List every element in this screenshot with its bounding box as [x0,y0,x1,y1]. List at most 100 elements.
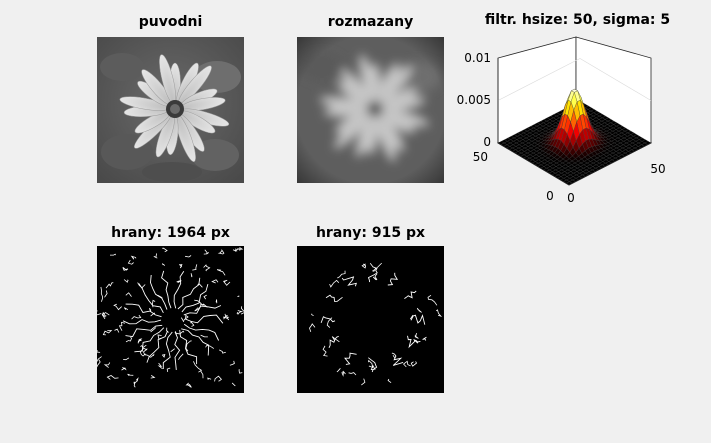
edges-original-edge-fragment-51 [166,327,169,333]
original-image-title: puvodni [138,14,203,30]
edges-original-petal-edge-1 [183,323,220,341]
filter-surface-plot: 0 0.005 0.01 50 0 0 50 [455,30,711,210]
edges-blurred-edge-fragment-25 [361,263,367,269]
edges-original-edge-fragment-31 [157,294,163,299]
blurred-flower-image [297,37,444,183]
edges-blurred-edge-fragment-9 [337,270,346,279]
edges-original-edge-fragment-4 [105,282,114,289]
edges-blurred-petal-edge-11 [404,290,417,299]
edges-blurred-edge-fragment-3 [392,354,396,359]
edges-original-petal-edge-5 [162,331,173,369]
edges-original-edge-fragment-78 [224,313,230,319]
edges-blurred-edge-fragment-18 [417,307,422,313]
edges-original-edge-fragment-87 [139,347,148,357]
edges-original-edge-fragment-9 [223,315,230,321]
edges-original-edge-fragment-43 [121,367,127,371]
edges-original-edge-fragment-32 [100,286,103,302]
z-grid-line-0 [497,58,652,101]
edges-original-edge-fragment-85 [200,370,204,379]
edges-blurred-edge-fragment-4 [341,370,346,377]
front-edge-right [568,142,652,186]
edges-original-petal-edge-12 [150,274,168,310]
edges-original-edge-fragment-41 [127,259,134,265]
edges-original-edge-fragment-5 [232,248,240,252]
edges-blurred-edge-fragment-13 [414,333,419,339]
edges-original-edge-fragment-80 [130,255,137,260]
edges-blurred-edge-fragment-0 [348,372,357,376]
edges-original-edge-fragment-40 [207,377,212,380]
edges-original-edge-fragment-54 [162,247,168,253]
edges-original-edge-fragment-39 [211,279,219,284]
edges-blurred-petal-edge-7 [325,294,343,302]
edges-original-edge-fragment-75 [149,307,152,313]
edges-original-edge-fragment-73 [166,367,171,372]
edges-original-edge-fragment-23 [219,349,226,354]
edges-original-edge-fragment-12 [185,255,192,258]
edges-original-edge-fragment-64 [161,262,166,266]
edges-original-edge-fragment-62 [150,375,156,379]
edges-original-edge-fragment-82 [118,321,126,331]
edges-original-petal-edge-7 [134,327,165,353]
edges-original-petal-edge-6 [146,330,169,363]
edges-original-edge-fragment-8 [102,330,113,336]
edges-original-petal-edge-11 [138,283,164,314]
edges-original-edge-fragment-20 [122,266,129,271]
edges-original-petal-edge-16 [181,283,209,313]
edges-original-edge-fragment-57 [123,357,130,361]
edges-blurred-edge-fragment-14 [409,314,414,320]
edges-original-edge-fragment-77 [123,279,129,283]
edges-original-edge-fragment-22 [114,328,120,333]
edges-blurred-edge-fragment-15 [361,378,366,386]
edges-original-petal-edge-3 [179,329,198,365]
edges-original-petal-edge-10 [125,303,162,318]
edges-original-edge-fragment-26 [133,381,136,388]
z-tick-label-1: 0.005 [457,93,491,107]
edges-original-title: hrany: 1964 px [111,225,230,241]
edges-original-edge-fragment-69 [178,263,183,269]
edges-original-edge-fragment-7 [133,377,139,385]
edges-original-petal-edge-17 [183,305,222,316]
y-tick-label-0: 0 [546,189,554,203]
edges-blurred-edge-fragment-19 [329,279,340,288]
edges-original-edge-fragment-28 [151,299,156,308]
edges-original-edge-fragment-49 [175,330,185,336]
edges-blurred-petal-edge-6 [320,316,336,324]
y-tick-label-50: 50 [473,150,488,164]
edges-original-edge-fragment-13 [161,353,166,358]
edges-blurred-title: hrany: 915 px [315,225,426,241]
edges-blurred-edge-fragment-5 [368,359,374,369]
edges-original-edge-fragment-83 [237,246,244,251]
edges-original-edge-fragment-17 [240,306,244,315]
edges-original-edge-fragment-45 [223,279,231,286]
edges-blurred-edge-fragment-27 [372,262,382,272]
front-edge-left [497,142,570,186]
edges-original-edge-fragment-34 [106,375,119,380]
edges-original-edge-fragment-68 [183,314,189,321]
edges-original-edge-fragment-37 [203,264,211,272]
edges-original-edge-fragment-86 [237,295,240,297]
edges-blurred-edge-fragment-1 [403,360,411,368]
edges-original-edge-fragment-79 [104,290,108,298]
edges-blurred-petal-edge-4 [344,352,357,365]
edges-original-edge-fragment-59 [97,359,101,368]
edges-original-petal-edge-14 [173,270,185,309]
edges-original-edge-fragment-76 [97,356,102,362]
edges-blurred-edge-fragment-10 [370,364,376,371]
edges-original-edge-fragment-29 [205,344,215,349]
edges-original-image [97,246,244,393]
edges-original-edge-fragment-63 [216,269,226,276]
edges-original-edge-fragment-58 [131,314,142,320]
edges-blurred-edge-fragment-22 [427,294,438,306]
edges-original-edge-fragment-10 [113,303,122,311]
edges-original-edge-fragment-84 [125,336,133,343]
edges-original-edge-fragment-60 [203,294,207,300]
edges-original-edge-fragment-72 [153,253,158,259]
edges-blurred-edge-fragment-23 [326,317,333,328]
edges-original-petal-edge-9 [122,319,162,325]
edges-original-graphic [97,246,244,388]
edges-original-edge-fragment-74 [101,311,107,320]
edges-original-edge-fragment-53 [180,317,185,323]
x-tick-label-0: 0 [567,191,575,205]
edges-original-edge-fragment-81 [236,310,244,315]
